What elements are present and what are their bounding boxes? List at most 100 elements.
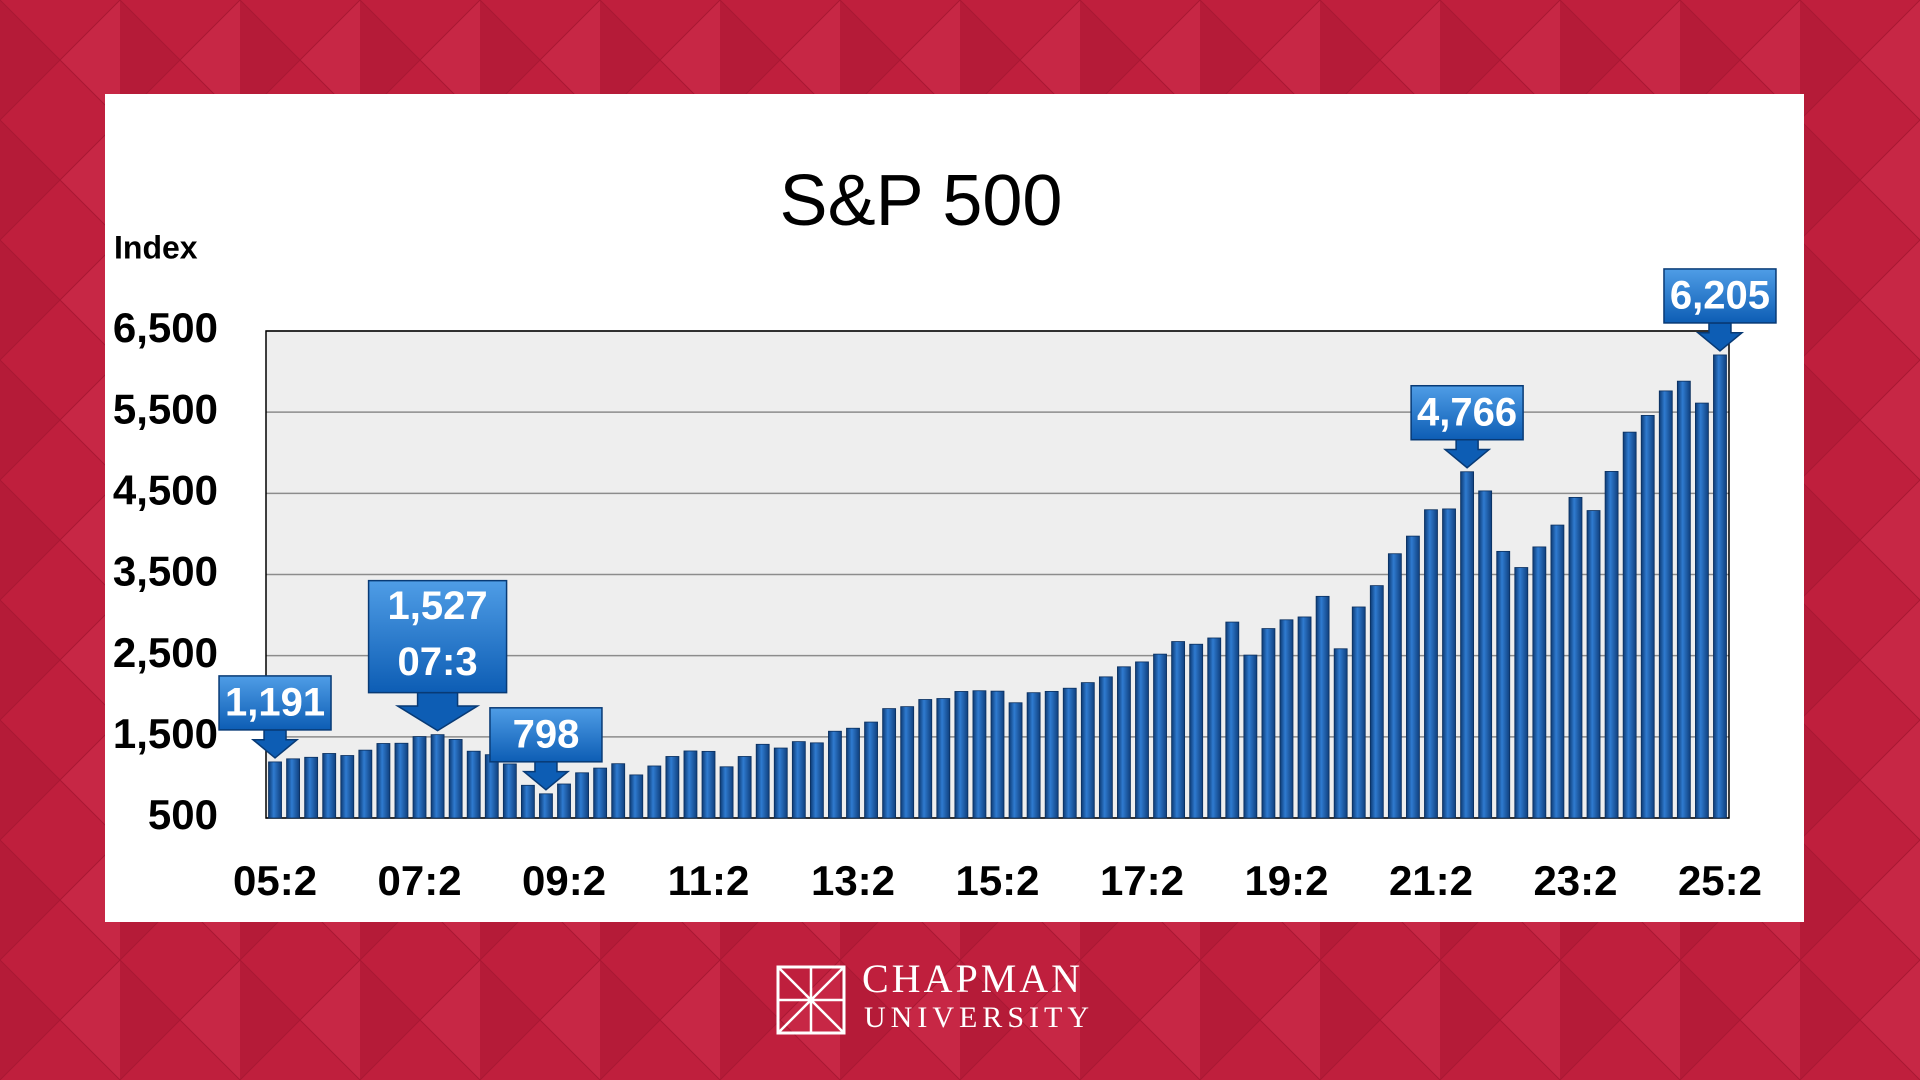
bar	[1658, 390, 1673, 819]
bar	[900, 706, 915, 819]
callout: 798	[489, 707, 603, 791]
callout-arrow	[1443, 438, 1492, 469]
bar	[1369, 585, 1384, 819]
bar	[791, 741, 806, 819]
callout-box	[489, 707, 603, 763]
y-tick-label: 1,500	[113, 710, 218, 757]
bar	[1550, 524, 1565, 819]
bar	[773, 747, 788, 819]
bar	[286, 758, 300, 819]
bar	[557, 783, 571, 819]
bar	[1243, 654, 1258, 819]
y-tick-label: 5,500	[113, 385, 218, 432]
bar	[1442, 508, 1456, 819]
bar	[1424, 509, 1438, 819]
bar	[755, 743, 770, 819]
data-label: 1,191	[225, 680, 325, 724]
x-tick-label: 21:2	[1389, 857, 1473, 904]
bar	[828, 730, 842, 819]
bar	[1532, 546, 1547, 819]
bar	[1135, 661, 1149, 819]
bar	[1189, 643, 1204, 819]
bar	[647, 765, 662, 819]
bar	[1622, 431, 1637, 819]
bar	[1279, 619, 1294, 819]
y-tick-label: 6,500	[113, 304, 218, 351]
bar	[1333, 648, 1348, 819]
x-tick-label: 19:2	[1244, 857, 1328, 904]
x-tick-label: 23:2	[1533, 857, 1617, 904]
bar	[484, 754, 499, 819]
x-tick-label: 09:2	[522, 857, 606, 904]
logo-lines	[777, 966, 845, 1034]
bar	[1387, 553, 1402, 819]
bar	[936, 698, 951, 819]
bar	[340, 755, 355, 819]
bar	[1044, 690, 1059, 819]
x-tick-label: 11:2	[668, 857, 750, 904]
callout: 1,191	[218, 675, 332, 759]
bar	[358, 749, 373, 819]
callout-arrow	[250, 729, 300, 759]
bar	[737, 756, 752, 819]
callout-arrow	[394, 691, 481, 732]
bar	[1695, 402, 1709, 819]
bar	[1568, 496, 1583, 819]
bar	[1026, 692, 1041, 819]
bar	[1406, 535, 1420, 819]
bar	[846, 727, 860, 819]
bar	[1153, 653, 1167, 819]
bar	[1117, 666, 1131, 819]
bar	[990, 690, 1005, 819]
bar	[954, 691, 969, 819]
bar	[448, 739, 463, 819]
bar	[430, 734, 445, 819]
bar	[376, 743, 391, 819]
bar	[1297, 616, 1312, 819]
x-tick-label: 05:2	[233, 857, 317, 904]
x-tick-label: 25:2	[1678, 857, 1762, 904]
bar	[1478, 490, 1493, 819]
callout-box	[218, 675, 332, 731]
bar	[1008, 702, 1023, 819]
x-tick-label: 17:2	[1100, 857, 1184, 904]
callout-box	[1663, 268, 1777, 324]
bar	[539, 793, 553, 819]
bar	[1676, 380, 1691, 819]
bar	[1640, 415, 1655, 819]
bar	[1514, 567, 1529, 819]
callout: 6,205	[1663, 268, 1777, 352]
bar	[1080, 682, 1095, 819]
bar	[394, 742, 409, 819]
y-axis-label: Index	[114, 229, 198, 265]
bar	[972, 690, 987, 819]
bar	[1207, 637, 1222, 819]
callout-box	[1410, 384, 1524, 441]
bar	[322, 753, 337, 819]
data-label: 6,205	[1670, 274, 1770, 318]
bar	[882, 708, 897, 819]
bar	[1171, 641, 1186, 819]
x-tick-label: 13:2	[811, 857, 895, 904]
callout: 1,527 07:3	[367, 579, 508, 732]
logo-text: CHAPMAN	[862, 956, 1083, 1001]
x-tick-label: 07:2	[377, 857, 461, 904]
bar	[1604, 471, 1619, 819]
x-tick-label: 15:2	[955, 857, 1039, 904]
callout: 4,766	[1410, 384, 1524, 469]
bar	[1062, 687, 1077, 819]
bar	[1586, 510, 1601, 819]
y-tick-label: 2,500	[113, 629, 218, 676]
bar	[1496, 550, 1511, 819]
bar	[1261, 628, 1276, 819]
data-label: 4,766	[1417, 390, 1517, 434]
bar	[575, 772, 589, 819]
bar	[809, 742, 824, 819]
callout-box	[367, 579, 508, 694]
bar	[412, 736, 427, 819]
data-label: 1,527	[388, 584, 488, 628]
bar	[502, 763, 517, 819]
bar	[683, 750, 698, 819]
